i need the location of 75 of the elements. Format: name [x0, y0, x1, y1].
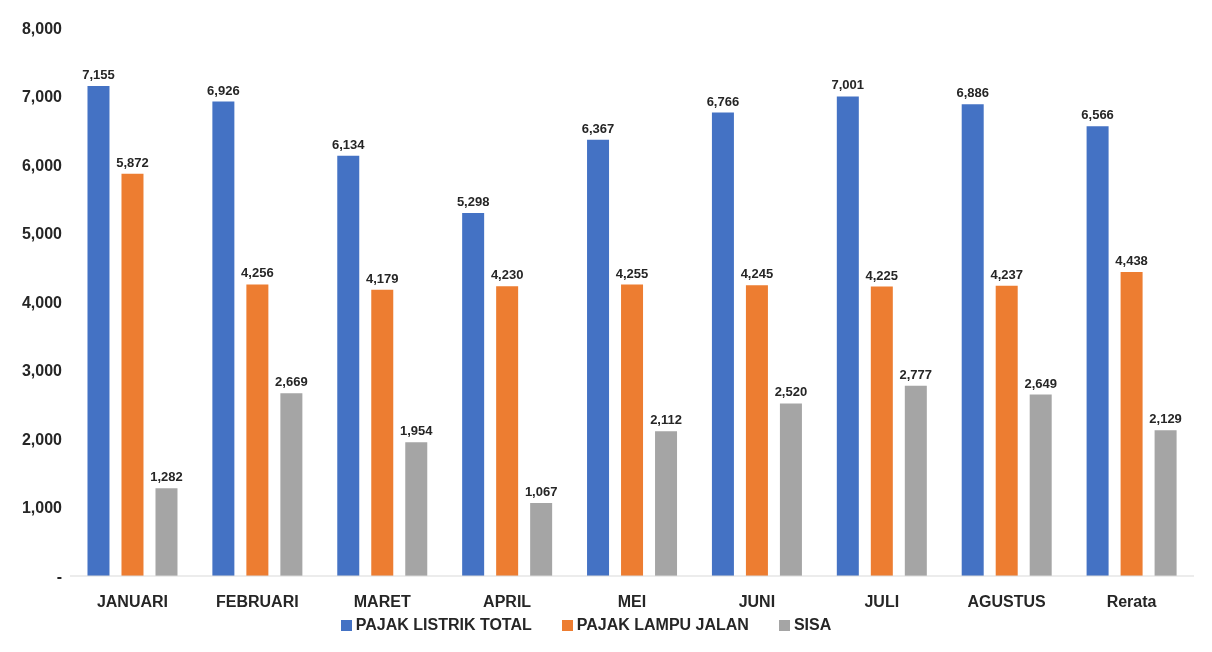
- data-label: 4,256: [241, 265, 274, 281]
- bar: [1029, 394, 1052, 576]
- bar: [212, 101, 235, 576]
- bar: [961, 104, 984, 576]
- bar: [745, 285, 768, 576]
- y-tick-label: 8,000: [21, 19, 63, 37]
- bar: [1154, 430, 1177, 576]
- bar: [121, 173, 144, 576]
- bar: [779, 403, 802, 576]
- y-tick-label: 1,000: [21, 499, 63, 517]
- bar: [655, 431, 678, 576]
- bar: [1120, 272, 1143, 576]
- bar: [246, 284, 269, 576]
- data-label: 4,225: [865, 267, 899, 283]
- x-tick-label: APRIL: [483, 593, 532, 611]
- data-label: 6,566: [1081, 107, 1114, 123]
- bar: [530, 502, 553, 576]
- bar: [496, 286, 519, 576]
- x-tick-label: Rerata: [1106, 593, 1157, 611]
- data-label: 7,001: [831, 77, 865, 93]
- y-tick-label: 7,000: [21, 88, 63, 106]
- x-tick-label: MARET: [353, 593, 411, 611]
- data-label: 2,129: [1149, 411, 1182, 427]
- data-label: 6,367: [581, 120, 615, 136]
- data-label: 7,155: [82, 66, 115, 82]
- y-tick-label: -: [56, 567, 62, 585]
- bar: [405, 442, 428, 576]
- bar: [371, 289, 394, 576]
- x-tick-label: JULI: [864, 593, 900, 611]
- bar: [995, 285, 1018, 576]
- data-label: 6,886: [956, 85, 989, 101]
- data-label: 2,520: [774, 384, 808, 400]
- data-label: 4,245: [740, 266, 774, 282]
- data-label: 5,872: [116, 154, 149, 170]
- data-label: 1,954: [399, 423, 434, 439]
- data-label: 2,112: [650, 412, 682, 428]
- data-label: 4,237: [990, 266, 1023, 282]
- data-label: 6,766: [706, 93, 740, 109]
- x-tick-label: AGUSTUS: [967, 593, 1047, 611]
- x-tick-label: MEI: [617, 593, 647, 611]
- legend-label: SISA: [793, 616, 832, 633]
- bar: [870, 286, 893, 576]
- legend-label: PAJAK LISTRIK TOTAL: [355, 616, 532, 633]
- y-tick-label: 3,000: [21, 362, 63, 380]
- x-tick-label: JUNI: [738, 593, 776, 611]
- data-label: 2,669: [275, 374, 308, 390]
- data-label: 4,438: [1115, 253, 1148, 268]
- data-label: 1,067: [524, 483, 558, 499]
- bar: [1086, 126, 1109, 576]
- bar: [587, 139, 610, 576]
- data-label: 2,649: [1024, 375, 1057, 391]
- bar: [280, 393, 303, 576]
- data-label: 5,298: [456, 194, 490, 210]
- bar: [87, 85, 110, 576]
- data-label: 4,179: [365, 270, 399, 286]
- x-tick-label: FEBRUARI: [216, 593, 299, 611]
- bar: [711, 112, 734, 576]
- x-tick-label: JANUARI: [96, 593, 169, 611]
- bar: [904, 385, 927, 576]
- y-tick-label: 6,000: [21, 156, 63, 174]
- bar: [836, 96, 859, 576]
- data-label: 2,777: [899, 366, 933, 382]
- y-tick-label: 2,000: [21, 430, 63, 448]
- bar: [621, 284, 644, 576]
- data-label: 6,134: [331, 136, 366, 152]
- y-tick-label: 5,000: [21, 225, 63, 243]
- bar: [462, 213, 485, 576]
- data-label: 1,282: [150, 469, 183, 485]
- data-label: 4,230: [490, 267, 524, 283]
- data-label: 6,926: [207, 82, 240, 98]
- legend-label: PAJAK LAMPU JALAN: [576, 616, 749, 633]
- bar: [337, 155, 360, 576]
- bar: [155, 488, 178, 576]
- data-label: 4,255: [615, 265, 649, 281]
- y-tick-label: 4,000: [21, 293, 63, 311]
